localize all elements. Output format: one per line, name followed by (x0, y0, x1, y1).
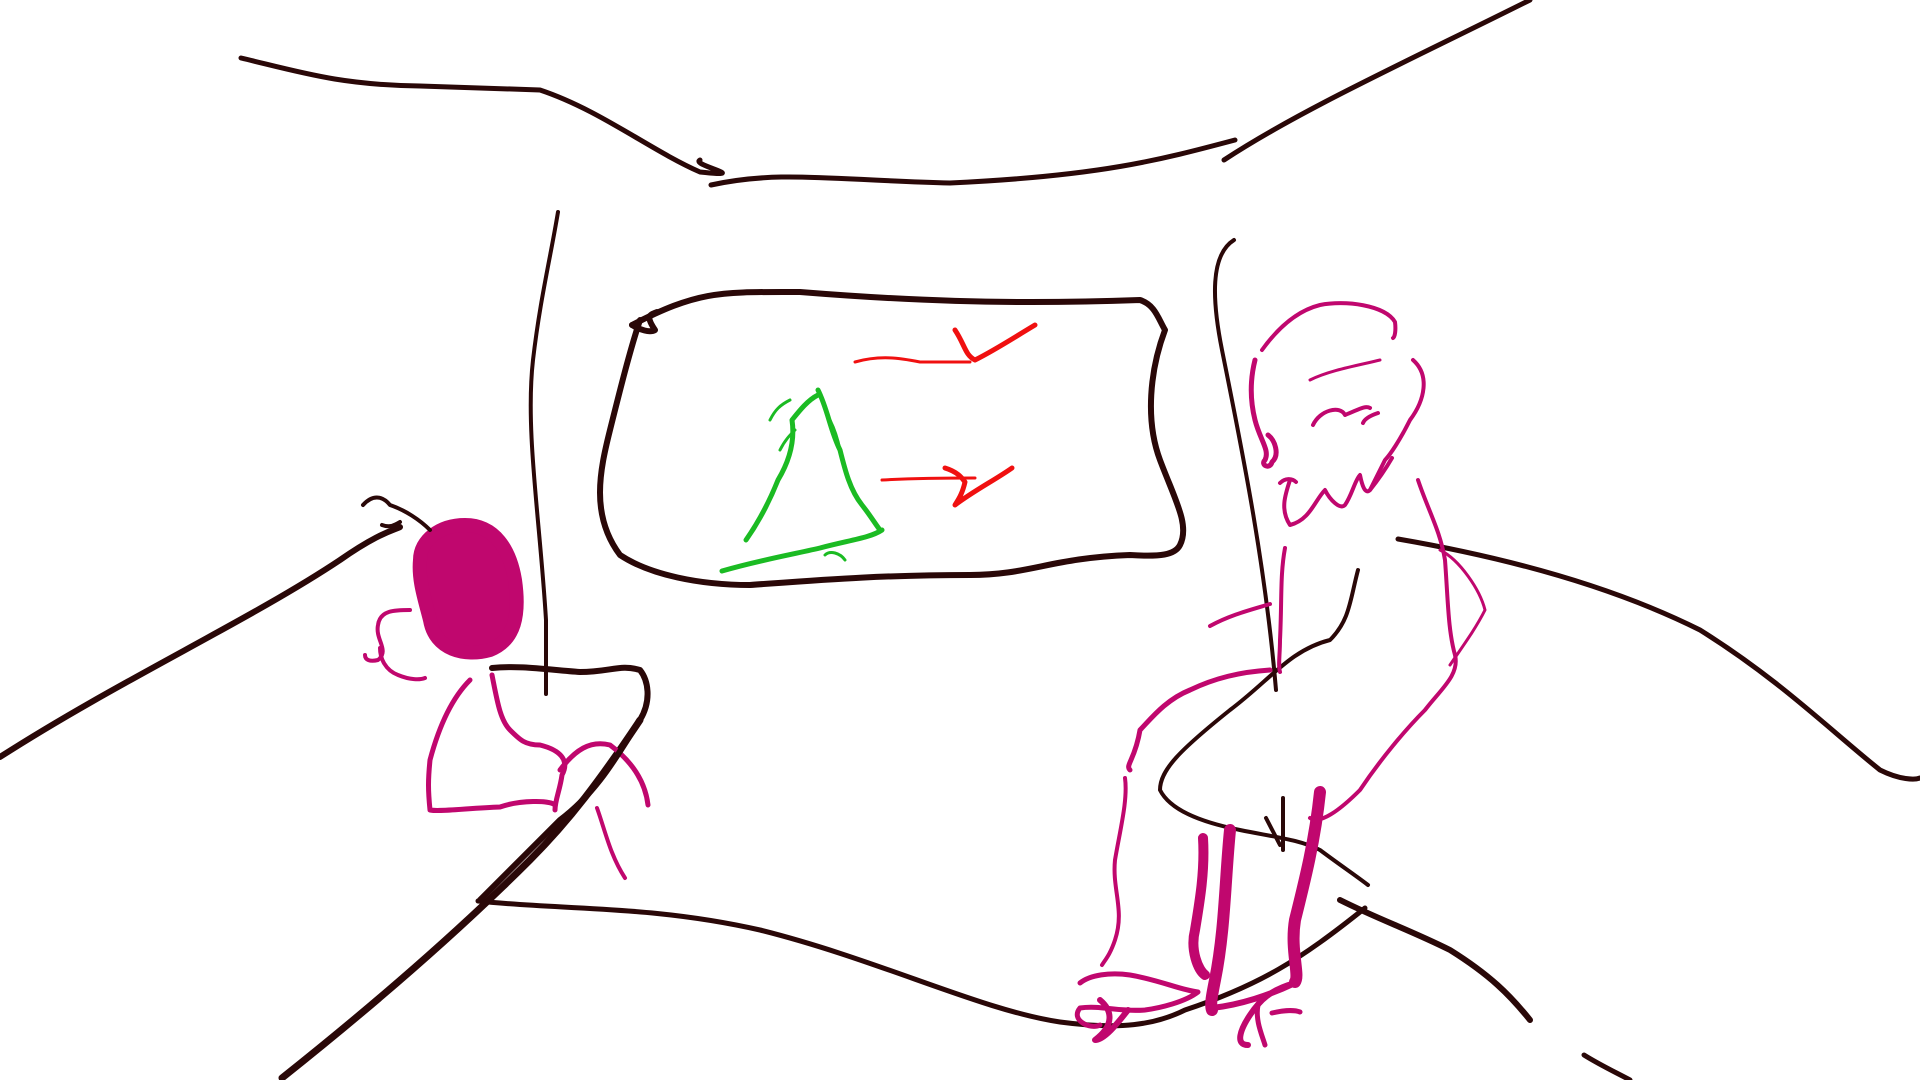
tree-right-branch (815, 387, 883, 533)
tree-mark-3 (828, 418, 842, 452)
board-frame-corner (629, 309, 660, 335)
chair (1158, 568, 1370, 887)
adult-jaw-right (1368, 358, 1426, 492)
floor-left-lower (278, 716, 644, 1080)
child-hair-strand (361, 495, 432, 532)
child-arm-right (557, 741, 651, 808)
tree-mark-4 (823, 551, 847, 562)
floor-right-lower (1337, 897, 1533, 1023)
tree-mark-2 (778, 428, 797, 452)
adult-eye-right (1361, 411, 1380, 425)
adult-right-side (1308, 478, 1458, 822)
arrow-top-shaft (853, 356, 972, 364)
floor-front-edge (475, 898, 1368, 1029)
child-arm-left-hand (378, 646, 427, 682)
adult-right-arm-back (1438, 548, 1487, 667)
adult-face-left (1248, 357, 1279, 469)
wall-corner-right (1212, 238, 1278, 692)
board-frame (597, 288, 1187, 588)
ceiling-left-line (238, 55, 725, 177)
child-hair-tip (380, 520, 402, 529)
adult-foot-right-detail (1254, 1002, 1303, 1048)
adult-head-outline (1260, 301, 1398, 352)
chair-back (1158, 568, 1370, 887)
adult-hair-line (1308, 358, 1382, 382)
adult-shin-right (1205, 824, 1236, 1016)
child-body (426, 677, 558, 814)
adult-arm-front (1126, 667, 1273, 773)
adult-shoulder-arm (1208, 602, 1272, 628)
child-seat (477, 664, 651, 903)
diagram-arrows (853, 322, 1038, 508)
adult-chair-seat (1188, 833, 1210, 980)
chair-leg (1264, 796, 1285, 852)
tree-base (719, 527, 885, 574)
floor-right-curve (1395, 536, 1920, 782)
adult-beard-strand (1278, 477, 1298, 485)
child-figure (361, 495, 651, 880)
ceiling-right-line (1221, 0, 1533, 163)
adult-neck (1277, 546, 1287, 674)
wall-corner-left (528, 210, 560, 696)
adult-foot-right (1209, 980, 1298, 1048)
child-arm-left (363, 608, 412, 663)
diagram-tree (719, 387, 885, 574)
wall-board (597, 288, 1187, 588)
adult-shin-right-2 (1287, 786, 1326, 988)
child-leg (595, 806, 627, 880)
arrow-bottom-shaft (880, 476, 977, 482)
arrow-bottom-head (942, 465, 1015, 508)
child-body-lower (489, 672, 568, 813)
adult-figure (1075, 301, 1487, 1048)
ceiling-middle-line (708, 137, 1238, 188)
adult-beard (1282, 456, 1394, 527)
child-seat-outline (477, 664, 651, 903)
floor-bottom-right-fragment (1581, 1052, 1633, 1080)
tree-mark-1 (768, 398, 792, 422)
adult-leg-front (1100, 776, 1128, 967)
floor-left-diagonal (0, 524, 403, 760)
adult-eye-left (1311, 405, 1372, 427)
adult-foot-left (1075, 971, 1201, 1029)
child-head (412, 518, 524, 660)
adult-foot-left-detail (1092, 997, 1131, 1043)
tree-left-branch (743, 392, 821, 543)
arrow-top-head (952, 322, 1038, 363)
